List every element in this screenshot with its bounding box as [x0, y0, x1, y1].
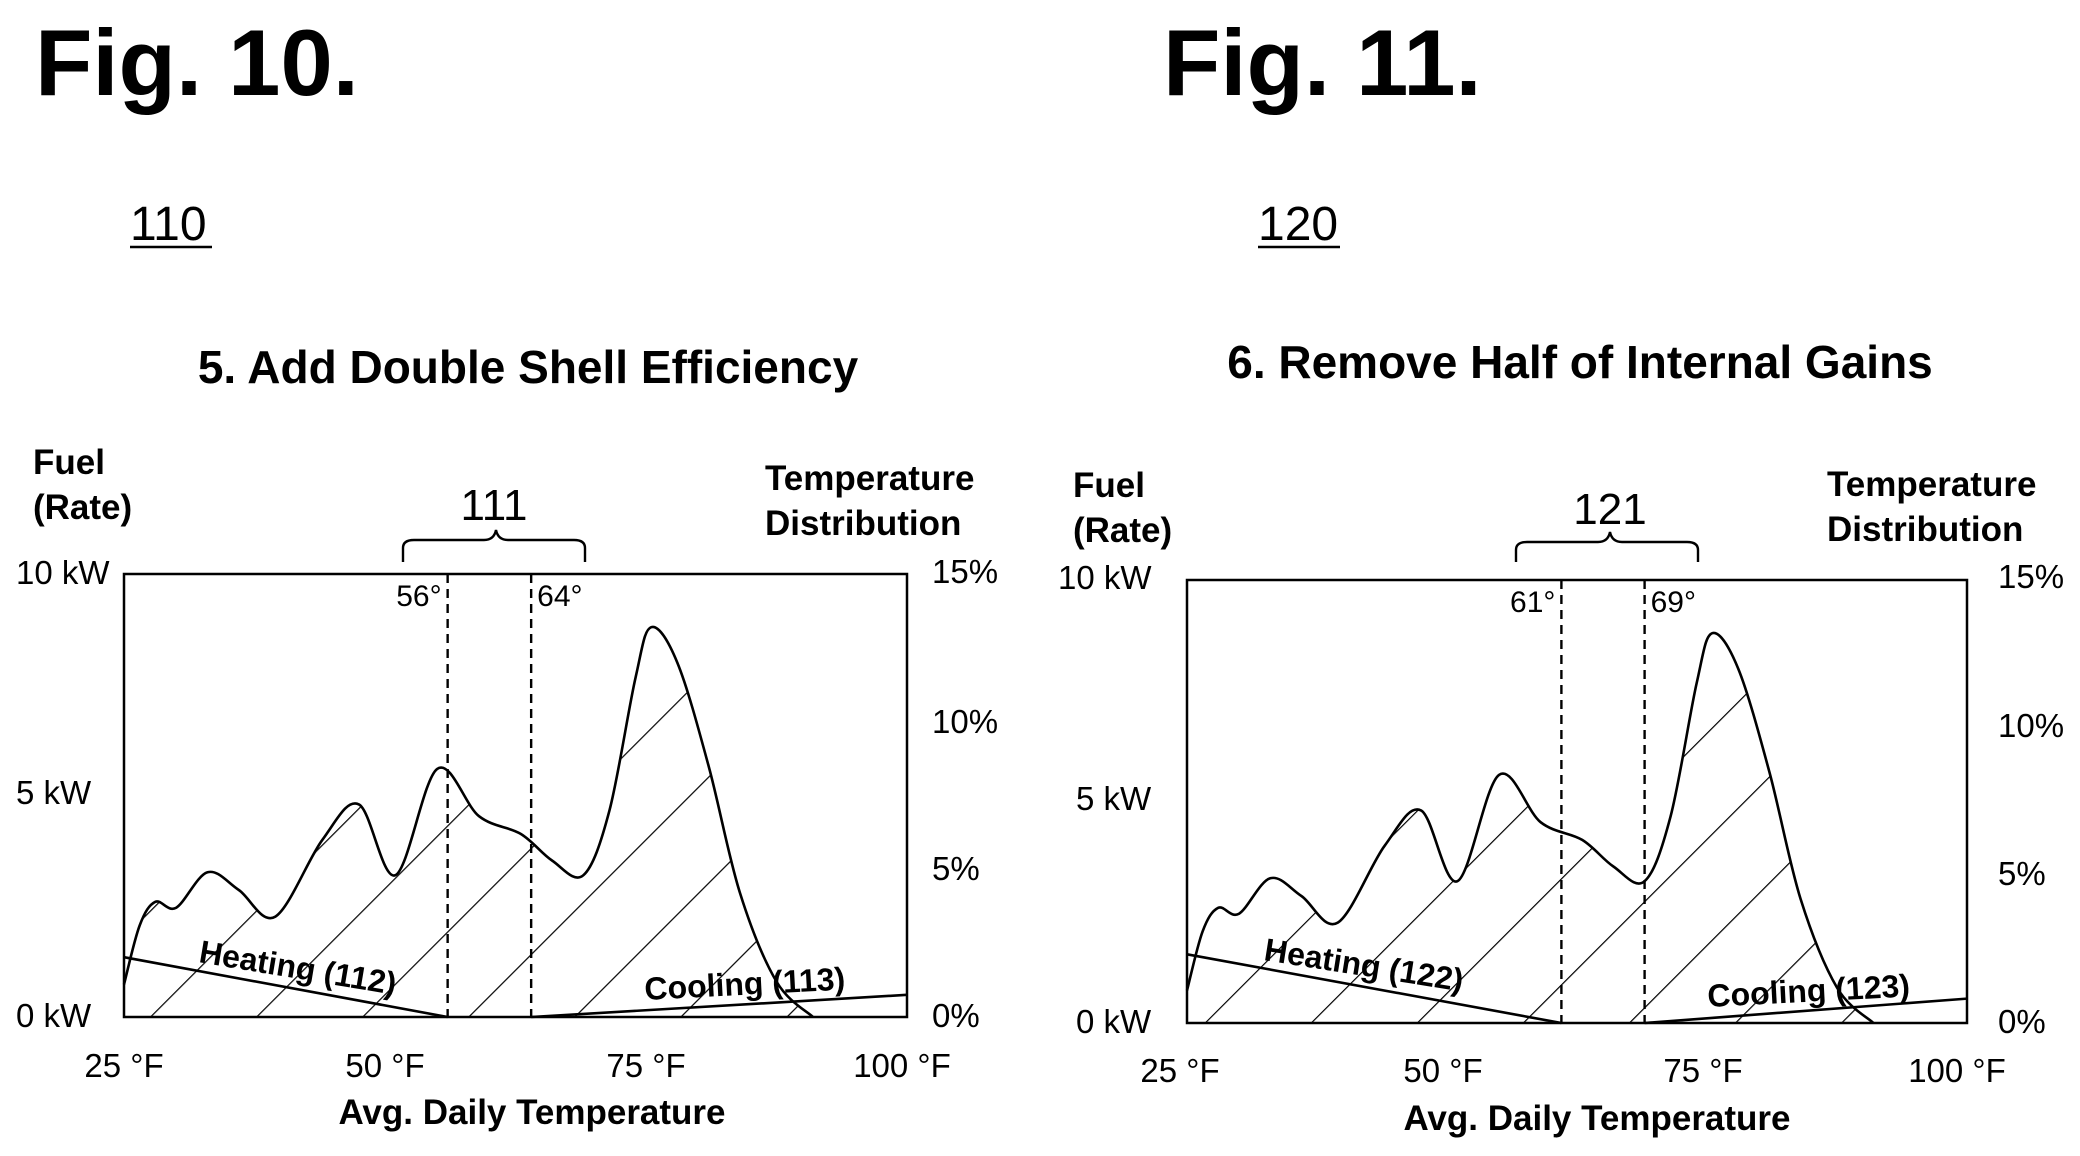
heating-load-line	[123, 955, 448, 1019]
y-right-tick-label: 15%	[932, 553, 998, 590]
figure-11: Fig. 11. 120 6. Remove Half of Internal …	[1058, 10, 2064, 1138]
left-axis-label-line2: (Rate)	[33, 488, 132, 527]
figure-label: Fig. 11.	[1163, 10, 1482, 115]
left-axis-label-line1: Fuel	[1073, 466, 1145, 505]
x-tick-label: 100 °F	[853, 1047, 951, 1084]
y-left-tick-label: 5 kW	[1076, 780, 1152, 817]
distribution-curve	[122, 625, 814, 1018]
chart-title: 5. Add Double Shell Efficiency	[198, 341, 859, 393]
right-axis-label-line2: Distribution	[1827, 510, 2023, 549]
x-axis-label: Avg. Daily Temperature	[338, 1093, 725, 1132]
y-left-tick-label: 10 kW	[1058, 559, 1152, 596]
right-axis-label-line1: Temperature	[1827, 465, 2036, 504]
y-left-tick-label: 0 kW	[16, 997, 92, 1034]
balance-point-markers: 61° 69°	[1510, 580, 1696, 1023]
cooling-load-line	[531, 993, 908, 1019]
balance-point-markers: 56° 64°	[396, 574, 583, 1017]
reference-number: 110	[130, 198, 207, 251]
brace-label: 121	[1573, 485, 1646, 534]
figure-label: Fig. 10.	[35, 10, 359, 115]
temperature-distribution-area	[1185, 631, 1875, 1024]
cooling-load-line	[1644, 997, 1968, 1025]
figure-10: Fig. 10. 110 5. Add Double Shell Efficie…	[16, 10, 998, 1132]
y-right-tick-label: 10%	[1998, 707, 2064, 744]
y-right-tick-label: 0%	[1998, 1003, 2046, 1040]
balance-point-label: 64°	[537, 580, 582, 613]
x-tick-label: 50 °F	[1403, 1052, 1482, 1089]
y-left-tick-label: 0 kW	[1076, 1003, 1152, 1040]
balance-point-label: 69°	[1651, 586, 1696, 619]
temperature-distribution-area	[122, 625, 814, 1018]
x-tick-label: 50 °F	[345, 1047, 424, 1084]
y-right-tick-label: 0%	[932, 997, 980, 1034]
right-axis-label-line1: Temperature	[765, 459, 974, 498]
y-left-tick-label: 5 kW	[16, 774, 92, 811]
heating-load-line	[1186, 953, 1562, 1025]
x-tick-label: 25 °F	[1140, 1052, 1219, 1089]
x-tick-label: 75 °F	[606, 1047, 685, 1084]
balance-point-label: 61°	[1510, 586, 1555, 619]
load-lines	[1186, 953, 1968, 1025]
y-left-tick-label: 10 kW	[16, 554, 110, 591]
distribution-hatched-area	[124, 626, 813, 1017]
y-right-tick-label: 15%	[1998, 558, 2064, 595]
y-right-tick-label: 10%	[932, 703, 998, 740]
brace-label: 111	[461, 481, 528, 530]
x-tick-label: 75 °F	[1663, 1052, 1742, 1089]
x-tick-label: 100 °F	[1908, 1052, 2006, 1089]
x-tick-label: 25 °F	[84, 1047, 163, 1084]
balance-range-brace	[401, 529, 587, 562]
balance-range-brace	[1514, 531, 1700, 562]
chart-title: 6. Remove Half of Internal Gains	[1227, 336, 1933, 388]
left-axis-label-line1: Fuel	[33, 443, 105, 482]
y-right-tick-label: 5%	[932, 850, 980, 887]
balance-point-label: 56°	[396, 580, 441, 613]
reference-number: 120	[1258, 198, 1338, 251]
distribution-hatched-area	[1187, 632, 1874, 1023]
left-axis-label-line2: (Rate)	[1073, 511, 1172, 550]
x-axis-label: Avg. Daily Temperature	[1403, 1099, 1790, 1138]
y-right-tick-label: 5%	[1998, 855, 2046, 892]
right-axis-label-line2: Distribution	[765, 504, 961, 543]
load-lines	[123, 955, 908, 1019]
distribution-curve	[1185, 631, 1875, 1024]
